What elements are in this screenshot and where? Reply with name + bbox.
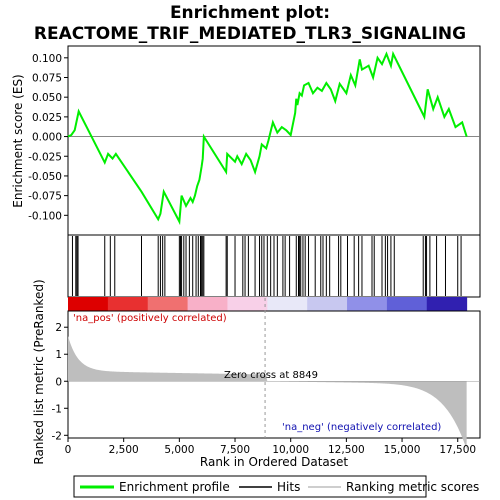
metric-tick-label: 2	[55, 322, 62, 334]
heatmap-segment	[307, 297, 348, 311]
heatmap-segment	[347, 297, 388, 311]
enrichment-profile-line	[67, 50, 468, 226]
x-tick-label: 2,500	[109, 444, 139, 456]
es-tick-label: -0.025	[28, 151, 62, 163]
es-y-axis: -0.100 -0.075 -0.050 -0.025 0.000 0.025 0.050 0…	[28, 53, 68, 222]
zero-cross-label: Zero cross at 8849	[224, 370, 318, 381]
legend-label-metric: Ranking metric scores	[346, 480, 479, 494]
pos-label: 'na_pos' (positively correlated)	[73, 313, 227, 324]
legend-label-hits: Hits	[277, 480, 300, 494]
heatmap-segment	[187, 297, 228, 311]
heatmap-segment	[426, 297, 468, 311]
hit-lines	[71, 236, 462, 296]
es-tick-label: -0.100	[28, 210, 62, 222]
x-tick-label: 7,500	[220, 444, 250, 456]
x-axis: 0 2,500 5,000 7,500 10,000 12,500 15,000 17,500	[65, 438, 476, 456]
x-tick-label: 0	[65, 444, 72, 456]
x-tick-label: 5,000	[164, 444, 194, 456]
es-panel	[67, 45, 481, 236]
heatmap-segment	[227, 297, 268, 311]
x-tick-label: 17,500	[439, 444, 476, 456]
metric-tick-label: 0	[55, 376, 62, 388]
metric-tick-label: -1	[52, 403, 62, 415]
metric-tick-label: -2	[52, 430, 62, 442]
heatmap-segment	[386, 297, 428, 311]
x-tick-label: 12,500	[328, 444, 365, 456]
heatmap-segment	[267, 297, 308, 311]
metric-tick-label: 1	[55, 349, 62, 361]
metric-y-axis: -2 -1 0 1 2	[52, 322, 68, 442]
es-tick-label: -0.050	[28, 171, 62, 183]
es-tick-label: 0.100	[32, 53, 62, 65]
x-axis-label: Rank in Ordered Dataset	[200, 455, 348, 469]
legend-label-enrichment: Enrichment profile	[119, 480, 230, 494]
title-line1: Enrichment plot:	[170, 3, 330, 23]
heatmap-segment	[107, 297, 149, 311]
heatmap-segment	[147, 297, 189, 311]
es-tick-label: 0.050	[32, 92, 62, 104]
es-tick-label: 0.025	[32, 112, 62, 124]
title-line2: REACTOME_TRIF_MEDIATED_TLR3_SIGNALING	[34, 24, 466, 44]
x-tick-label: 10,000	[272, 444, 309, 456]
metric-y-label: Ranked list metric (PreRanked)	[32, 279, 46, 464]
es-y-label: Enrichment score (ES)	[11, 74, 25, 207]
es-tick-label: -0.075	[28, 191, 62, 203]
rank-heatmap-bar	[68, 297, 468, 311]
neg-label: 'na_neg' (negatively correlated)	[282, 422, 441, 433]
es-tick-label: 0.000	[32, 132, 62, 144]
heatmap-segment	[68, 297, 109, 311]
x-tick-label: 15,000	[384, 444, 421, 456]
ranking-metric-area	[68, 298, 480, 450]
es-tick-label: 0.075	[32, 73, 62, 85]
enrichment-profile-path	[67, 50, 468, 226]
